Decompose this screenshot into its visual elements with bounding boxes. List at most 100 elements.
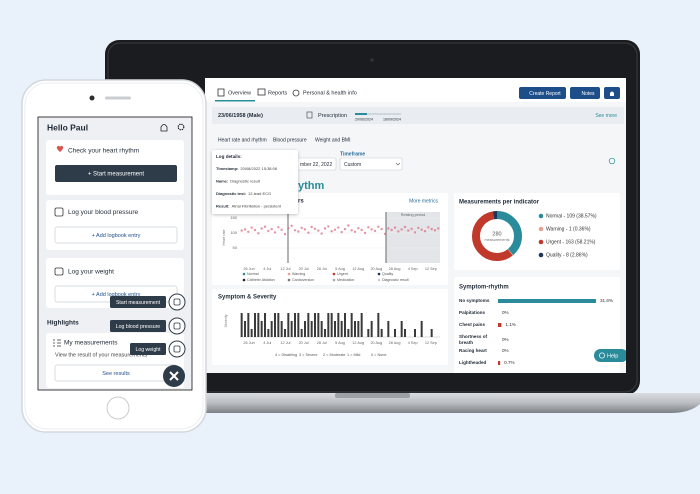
card-title: Symptom-rhythm [459,285,509,291]
legend-swatch [538,213,544,219]
card-title: Log your blood pressure [68,209,138,216]
tooltip-box [212,150,298,214]
hr-point [403,225,407,229]
y-axis-label: Heart rate [222,230,226,246]
hr-point [433,229,437,232]
subtab[interactable]: Heart rate and rhythm [218,137,267,143]
hr-point [247,230,250,233]
severity-bar [324,329,326,337]
tab[interactable]: Overview [228,90,251,96]
severity-bar [264,313,266,337]
more-metrics[interactable]: More metrics [409,198,438,204]
resting-region [386,212,440,263]
severity-bar [284,329,286,337]
laptop-base [92,393,700,413]
severity-bar [280,321,283,337]
info-icon [292,89,300,97]
symptom-value: 0% [502,337,509,342]
hr-point [427,226,430,229]
severity-bar [310,321,313,337]
legend-swatch [332,272,336,276]
legend-label: Catheter Ablation [247,278,275,282]
subtab[interactable]: Blood pressure [273,137,307,143]
donut-segment [472,211,522,261]
hr-point [420,228,423,231]
settings-icon[interactable] [177,123,185,131]
create-report-button[interactable] [519,87,566,99]
hr-point [390,228,393,232]
log-tooltip: Log details: Timestamp: 20/08/2022 15:38:… [212,150,298,214]
severity-bar [274,313,276,337]
legend-label: 0 = None [371,353,387,357]
timeframe-value: Custom [344,162,361,168]
severity-bar [294,313,296,337]
severity-bar [354,321,356,337]
hr-point [437,227,440,230]
hr-point [303,228,307,231]
card [454,193,620,270]
hr-point [407,229,410,232]
see-more[interactable]: See more [595,113,617,119]
tab[interactable]: Personal & health info [303,90,357,96]
home-button[interactable] [106,396,130,420]
severity-bar [300,329,303,337]
donut-total-label: measurements [484,238,509,242]
bell-icon[interactable] [160,124,168,132]
hr-point [250,226,253,229]
hr-point [410,227,413,230]
hr-point [243,228,247,231]
legend-label: Urgent - 163 (58.21%) [546,239,596,245]
x-tick-label: 4 Jul [263,341,271,345]
x-tick-label: 12 Aug [352,341,364,345]
severity-bar [334,321,336,337]
subtab[interactable]: Weight and BMI [315,137,350,143]
action-button[interactable] [168,293,186,311]
x-tick-label: 12 Jul [280,341,290,345]
hr-point [287,227,290,230]
help-label: Help [607,353,618,359]
severity-bar [270,321,273,337]
action-label: Log blood pressure [116,324,161,330]
card-title: Check your heart rhythm [68,148,139,155]
severity-bar [240,313,243,337]
button-label: + Add logbook entry [92,233,141,239]
hr-point [337,226,340,229]
add-entry-button[interactable] [54,226,178,244]
hr-point [327,225,330,228]
patient-birth: 23/06/1958 (Male) [218,113,263,119]
action-button[interactable] [168,317,186,335]
severity-bar [257,313,260,337]
severity-bar [267,329,270,337]
tab[interactable]: Reports [268,90,288,96]
timeframe-select[interactable] [339,157,403,171]
tooltip-row: Result: Atrial Fibrillation - persistent [216,204,282,209]
legend-label: Quality - 8 (2.86%) [546,252,588,258]
x-tick-label: 20 Aug [370,267,382,271]
hr-point [430,227,433,231]
date-value: mber 22, 2022 [300,162,332,168]
chevron [395,162,401,166]
notes-button[interactable] [570,87,600,99]
hr-point [300,226,303,230]
hr-point [423,230,427,233]
severity-chart: Severity 26 Jun 4 Jul 12 Jul 20 Jul 28 Jul 5 A… [224,313,440,357]
hr-point [330,230,333,233]
help-icon [599,352,605,359]
severity-bar [347,329,350,337]
action-button[interactable] [168,340,186,358]
card-title: My measurements [64,340,118,347]
hr-point [363,231,367,235]
button-label: See results [102,371,130,377]
x-tick-label: 12 Jul [280,267,290,271]
hr-point [417,226,420,230]
tooltip-row: Timestamp: 20/08/2022 15:38:06 [216,166,278,171]
hr-point [257,232,260,235]
x-tick-label: 5 Aug [335,341,345,345]
card [454,277,620,373]
start-measurement-button[interactable] [55,165,177,182]
button-label: + Start measurement [88,172,145,178]
heart-chart: Resting period Heart rate 50 100 150 26 Jun 4 … [222,212,440,282]
help-button[interactable] [594,349,628,362]
info-icon [608,157,616,165]
x-tick-label: 20 Aug [370,341,382,345]
